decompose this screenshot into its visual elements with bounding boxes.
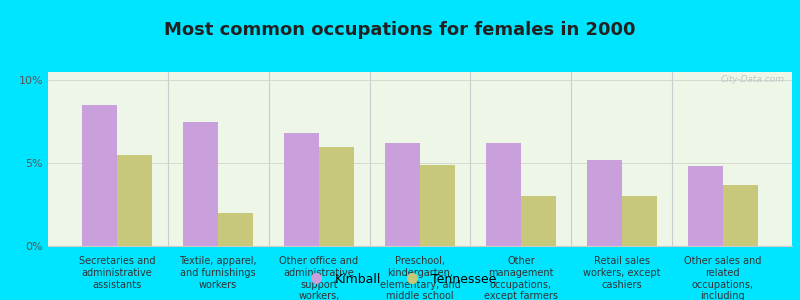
Bar bbox=[284, 133, 319, 246]
Bar bbox=[420, 165, 455, 246]
Text: City-Data.com: City-Data.com bbox=[721, 76, 785, 85]
Bar bbox=[182, 122, 218, 246]
Bar bbox=[385, 143, 420, 246]
Bar bbox=[319, 147, 354, 246]
Bar bbox=[218, 213, 254, 246]
Bar bbox=[486, 143, 521, 246]
Bar bbox=[622, 196, 658, 246]
Bar bbox=[521, 196, 556, 246]
Legend: Kimball, Tennessee: Kimball, Tennessee bbox=[298, 268, 502, 291]
Bar bbox=[82, 105, 117, 246]
Bar bbox=[586, 160, 622, 246]
Bar bbox=[723, 185, 758, 246]
Bar bbox=[687, 167, 723, 246]
Bar bbox=[117, 155, 153, 246]
Text: Most common occupations for females in 2000: Most common occupations for females in 2… bbox=[164, 21, 636, 39]
